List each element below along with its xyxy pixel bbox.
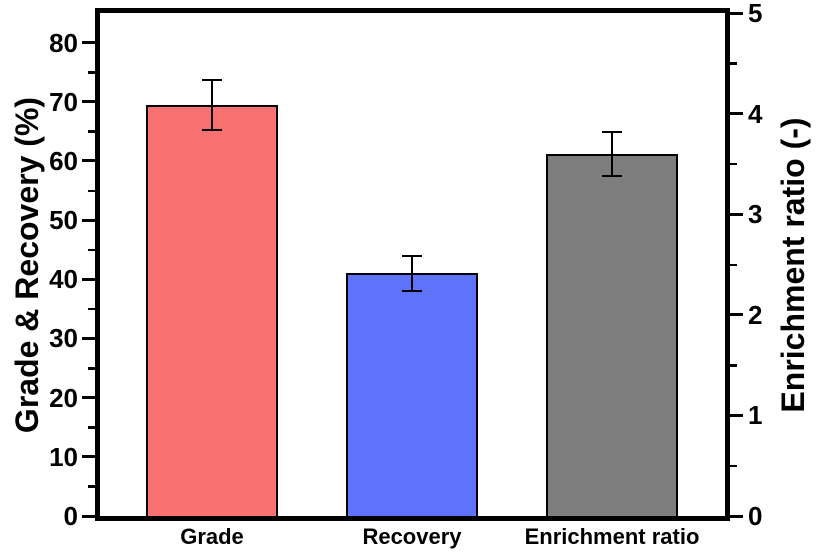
right-minor-tick — [725, 364, 737, 367]
error-bar-line — [411, 255, 413, 292]
right-major-tick — [725, 313, 743, 317]
left-major-tick — [82, 336, 100, 340]
error-bar-line — [211, 79, 213, 130]
right-axis-tick-label: 2 — [748, 299, 763, 330]
x-axis-category-label: Recovery — [362, 524, 462, 549]
right-axis-tick-label: 3 — [748, 199, 763, 230]
right-minor-tick — [725, 62, 737, 65]
right-y-axis-title: Enrichment ratio (-) — [775, 117, 811, 413]
right-major-tick — [725, 413, 743, 417]
left-major-tick — [82, 396, 100, 400]
left-minor-tick — [88, 130, 100, 133]
right-major-tick — [725, 212, 743, 216]
x-axis-category-label: Grade — [180, 524, 244, 549]
left-axis-tick-label: 50 — [49, 205, 78, 236]
right-axis-tick-label: 0 — [748, 501, 763, 531]
error-bar-cap-top — [402, 254, 422, 257]
error-bar-cap-bottom — [202, 128, 222, 131]
right-minor-tick — [725, 464, 737, 468]
left-major-tick — [82, 514, 100, 518]
left-axis-tick-label: 20 — [49, 382, 78, 413]
right-major-tick — [725, 11, 743, 15]
error-bar-cap-bottom — [602, 174, 622, 177]
right-minor-tick — [725, 162, 737, 166]
left-minor-tick — [88, 189, 100, 193]
error-bar-cap-bottom — [402, 290, 422, 293]
right-major-tick — [725, 514, 743, 518]
error-bar-cap-top — [202, 78, 222, 81]
right-minor-tick — [725, 263, 737, 266]
left-minor-tick — [88, 426, 100, 429]
right-axis-tick-label: 5 — [748, 0, 763, 28]
left-axis-tick-label: 40 — [49, 264, 78, 295]
error-bar-cap-top — [602, 130, 622, 133]
left-minor-tick — [88, 248, 100, 252]
left-minor-tick — [88, 367, 100, 370]
x-axis-category-label: Enrichment ratio — [524, 524, 700, 549]
left-minor-tick — [88, 485, 100, 488]
left-major-tick — [82, 455, 100, 459]
left-major-tick — [82, 277, 100, 281]
bar-grade — [146, 104, 278, 519]
left-minor-tick — [88, 71, 100, 74]
left-axis-tick-label: 60 — [49, 145, 78, 176]
left-major-tick — [82, 100, 100, 104]
right-axis-tick-label: 1 — [748, 400, 763, 431]
left-major-tick — [82, 159, 100, 163]
error-bar-line — [611, 131, 613, 176]
left-axis-tick-label: 10 — [49, 441, 78, 472]
left-major-tick — [82, 218, 100, 222]
left-major-tick — [82, 41, 100, 45]
left-axis-tick-label: 30 — [49, 323, 78, 354]
right-axis-tick-label: 4 — [748, 98, 763, 129]
left-axis-tick-label: 80 — [49, 27, 78, 58]
bar-enrichment-ratio — [546, 153, 678, 519]
left-axis-tick-label: 70 — [49, 86, 78, 117]
right-major-tick — [725, 112, 743, 116]
left-axis-tick-label: 0 — [63, 501, 78, 531]
bar-recovery — [346, 273, 478, 519]
left-minor-tick — [88, 307, 100, 311]
